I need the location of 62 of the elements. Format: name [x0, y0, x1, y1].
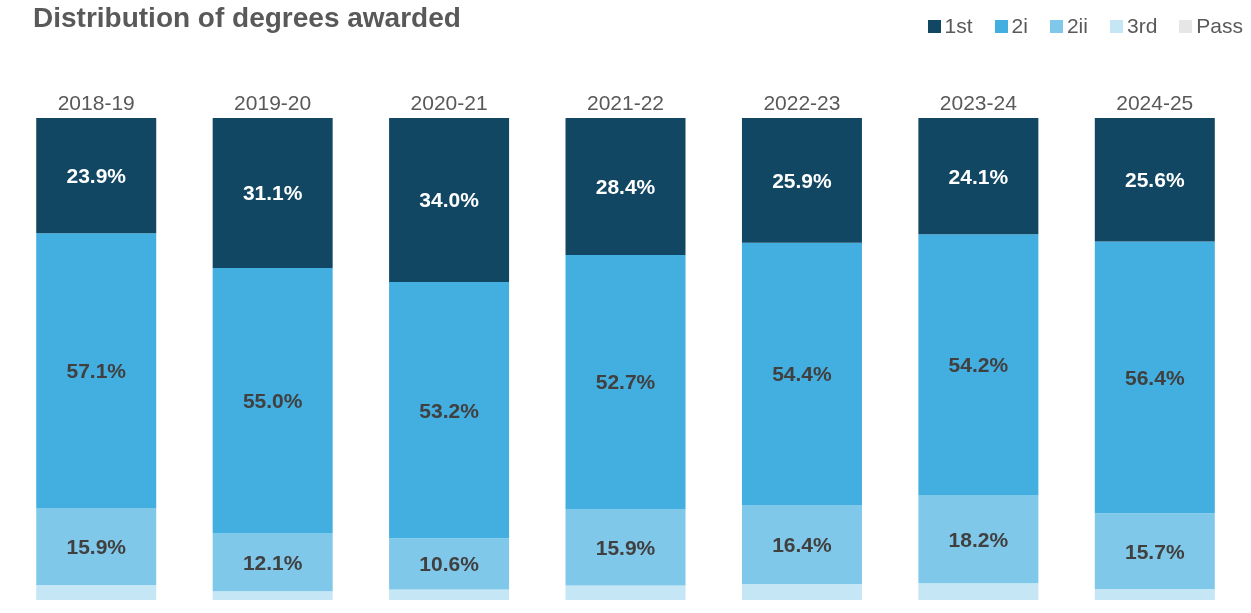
x-tick-label: 2023-24 — [939, 91, 1018, 114]
bar — [918, 234, 1039, 496]
data-label: 55.0% — [242, 388, 303, 412]
bar — [918, 118, 1039, 235]
bar — [565, 585, 686, 600]
data-label: 25.9% — [772, 168, 833, 192]
bar — [1094, 513, 1215, 589]
data-label: 25.6% — [1125, 168, 1185, 192]
bar — [36, 585, 157, 600]
data-label: 15.9% — [66, 535, 127, 559]
data-label: 12.1% — [242, 550, 303, 574]
bar — [741, 505, 862, 585]
bar — [212, 118, 333, 268]
x-tick-label: 2021-22 — [586, 91, 665, 114]
x-tick-label: 2022-23 — [763, 91, 841, 114]
bar — [1094, 241, 1215, 514]
data-label: 56.4% — [1125, 365, 1185, 389]
bar — [212, 267, 333, 533]
bar — [36, 508, 157, 586]
data-label: 31.1% — [242, 181, 303, 205]
data-label: 52.7% — [595, 370, 656, 394]
data-label: 28.4% — [595, 174, 656, 198]
bar — [1094, 118, 1215, 242]
data-label: 24.1% — [948, 164, 1009, 188]
legend-label: 2i — [1011, 14, 1028, 38]
data-label: 54.4% — [772, 362, 833, 386]
data-label: 18.2% — [948, 527, 1009, 551]
bar — [741, 584, 862, 600]
data-label: 10.6% — [419, 552, 480, 576]
bar — [565, 508, 686, 586]
x-tick-label: 2020-21 — [410, 91, 488, 114]
bar — [389, 589, 510, 600]
data-label: 54.2% — [948, 353, 1009, 377]
bar — [565, 254, 686, 509]
bar — [389, 281, 510, 539]
data-label: 15.9% — [595, 535, 656, 559]
data-label: 23.9% — [66, 164, 127, 188]
data-label: 53.2% — [419, 398, 480, 422]
x-tick-label: 2019-20 — [234, 91, 312, 114]
x-tick-label: 2024-25 — [1116, 91, 1194, 114]
bar — [36, 118, 157, 234]
data-label: 16.4% — [772, 533, 833, 557]
legend-label: 2ii — [1066, 14, 1088, 38]
bar — [389, 538, 510, 590]
bar — [918, 495, 1039, 584]
bar — [212, 591, 333, 600]
legend-label: Pass — [1196, 14, 1243, 38]
legend-label: 3rd — [1126, 14, 1158, 38]
bar — [741, 118, 862, 243]
bar — [1094, 588, 1215, 600]
data-label: 15.7% — [1125, 539, 1185, 563]
chart-title: Distribution of degrees awarded — [33, 2, 461, 34]
bar — [36, 233, 157, 509]
bar — [918, 583, 1039, 600]
bar — [212, 533, 333, 592]
data-label: 57.1% — [66, 359, 127, 383]
bar — [389, 118, 510, 282]
data-label: 34.0% — [419, 188, 480, 212]
bar — [741, 242, 862, 506]
x-tick-label: 2018-19 — [57, 91, 135, 114]
legend-label: 1st — [944, 14, 973, 38]
bar — [565, 118, 686, 255]
